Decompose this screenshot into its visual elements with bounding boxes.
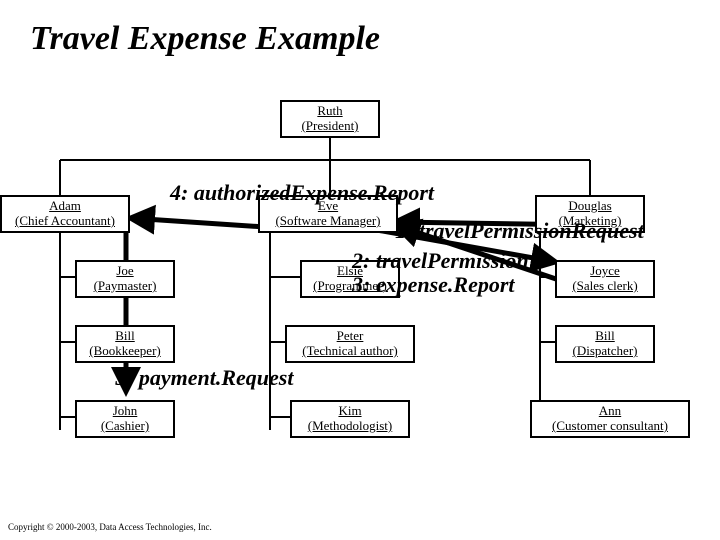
node-peter: Peter(Technical author)	[285, 325, 415, 363]
node-adam-role: (Chief Accountant)	[6, 214, 124, 229]
node-joyce-name: Joyce	[561, 264, 649, 279]
node-bill1-name: Bill	[81, 329, 169, 344]
node-john-role: (Cashier)	[81, 419, 169, 434]
node-peter-name: Peter	[291, 329, 409, 344]
node-bill2-name: Bill	[561, 329, 649, 344]
node-ruth: Ruth(President)	[280, 100, 380, 138]
node-bill2-role: (Dispatcher)	[561, 344, 649, 359]
node-bill2: Bill(Dispatcher)	[555, 325, 655, 363]
copyright-text: Copyright © 2000-2003, Data Access Techn…	[8, 522, 212, 532]
node-ann-name: Ann	[536, 404, 684, 419]
node-ruth-role: (President)	[286, 119, 374, 134]
node-john-name: John	[81, 404, 169, 419]
node-eve-role: (Software Manager)	[264, 214, 392, 229]
slide-title: Travel Expense Example	[30, 20, 380, 58]
node-ann-role: (Customer consultant)	[536, 419, 684, 434]
node-joyce: Joyce(Sales clerk)	[555, 260, 655, 298]
node-douglas-name: Douglas	[541, 199, 639, 214]
node-kim: Kim(Methodologist)	[290, 400, 410, 438]
node-john: John(Cashier)	[75, 400, 175, 438]
node-joe-role: (Paymaster)	[81, 279, 169, 294]
node-joyce-role: (Sales clerk)	[561, 279, 649, 294]
node-joe-name: Joe	[81, 264, 169, 279]
msg-1: 1: travelPermissionRequest	[395, 218, 644, 244]
node-adam-name: Adam	[6, 199, 124, 214]
node-bill1-role: (Bookkeeper)	[81, 344, 169, 359]
node-ruth-name: Ruth	[286, 104, 374, 119]
node-joe: Joe(Paymaster)	[75, 260, 175, 298]
msg-3: 3: expense.Report	[352, 272, 515, 298]
node-peter-role: (Technical author)	[291, 344, 409, 359]
node-bill1: Bill(Bookkeeper)	[75, 325, 175, 363]
node-kim-name: Kim	[296, 404, 404, 419]
msg-5: 5: payment.Request	[115, 365, 293, 391]
node-kim-role: (Methodologist)	[296, 419, 404, 434]
node-adam: Adam(Chief Accountant)	[0, 195, 130, 233]
node-ann: Ann(Customer consultant)	[530, 400, 690, 438]
msg-4: 4: authorizedExpense.Report	[170, 180, 434, 206]
msg-2: 2: travelPermission	[352, 248, 529, 274]
